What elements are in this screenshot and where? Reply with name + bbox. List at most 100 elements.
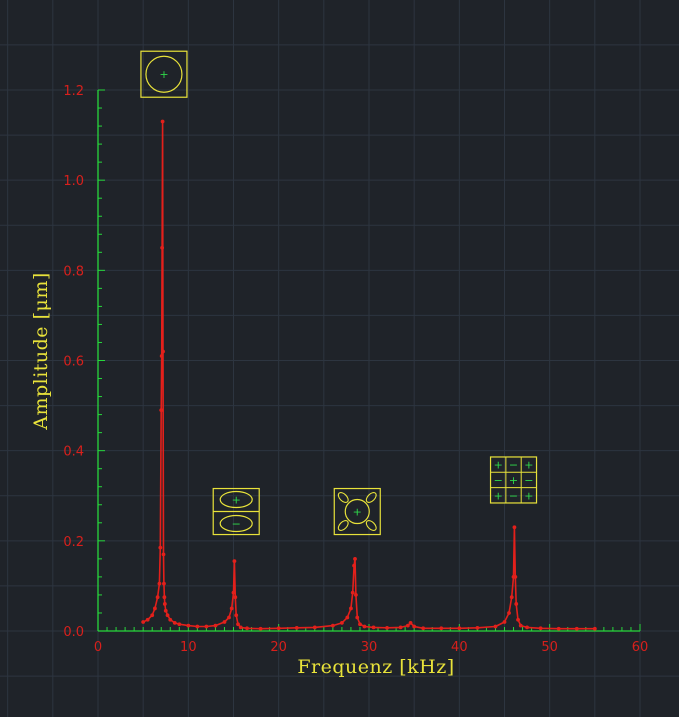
- y-tick-label: 0.4: [63, 445, 84, 460]
- chart-axes: 0 10 20 30 40 50 60 0.0 0.2 0.4 0.6 0.8 1.0 1.2: [63, 84, 648, 655]
- y-tick-label: 0.2: [63, 535, 84, 550]
- data-point: [345, 615, 350, 620]
- data-point: [195, 624, 200, 629]
- icon-frame: [140, 50, 188, 98]
- icon-sign: +: [494, 459, 503, 472]
- data-series: [141, 119, 597, 631]
- data-point: [385, 625, 389, 630]
- data-point: [204, 624, 209, 629]
- data-point: [352, 563, 356, 568]
- data-point: [150, 613, 155, 618]
- data-point: [421, 626, 426, 631]
- icon-lobe: [365, 492, 377, 503]
- data-point: [172, 620, 177, 625]
- data-point: [222, 620, 227, 624]
- data-point: [516, 617, 520, 622]
- data-point: [525, 625, 529, 630]
- data-point: [358, 622, 362, 627]
- mode-4-icon: + − +− + −+ − +: [489, 456, 538, 504]
- y-tick-label: 0.8: [63, 264, 84, 279]
- data-point: [340, 620, 344, 625]
- mode-icons: ++−++ − +− + −+ − +: [140, 50, 538, 536]
- icon-sign: +: [494, 489, 503, 502]
- data-point: [157, 581, 162, 586]
- data-point: [165, 613, 170, 618]
- data-point: [153, 606, 157, 611]
- data-point: [162, 602, 167, 606]
- data-point: [232, 559, 237, 564]
- x-tick-label: 60: [632, 640, 649, 655]
- mode-1-icon: +: [140, 50, 188, 98]
- icon-sign: +: [524, 489, 533, 502]
- icon-sign: +: [524, 459, 533, 472]
- icon-frame: [489, 456, 538, 504]
- icon-sign: −: [509, 489, 518, 502]
- icon-lobe: [337, 520, 349, 531]
- data-point: [161, 552, 166, 557]
- data-point: [439, 626, 444, 631]
- y-axis-title: Amplitude [μm]: [30, 272, 52, 431]
- data-point: [159, 354, 164, 358]
- data-point: [457, 626, 462, 631]
- x-tick-label: 40: [451, 640, 468, 655]
- icon-sign: −: [524, 474, 533, 487]
- mode-2-icon: +−: [212, 487, 260, 536]
- data-point: [276, 626, 281, 631]
- data-point: [556, 626, 561, 631]
- data-point: [160, 119, 165, 124]
- data-point: [245, 626, 249, 631]
- icon-sign: +: [509, 474, 518, 487]
- data-point: [258, 626, 263, 631]
- y-tick-label: 1.2: [63, 84, 84, 99]
- data-point: [353, 556, 357, 561]
- data-point: [362, 624, 367, 629]
- data-point: [163, 608, 168, 613]
- data-point: [592, 626, 597, 631]
- icon-sign: −: [232, 518, 241, 531]
- icon-ellipse: [219, 514, 253, 533]
- data-point: [507, 611, 511, 615]
- data-point: [512, 525, 517, 530]
- x-tick-label: 50: [541, 640, 558, 655]
- data-point: [213, 623, 218, 628]
- data-point: [238, 625, 243, 630]
- icon-sign: −: [509, 459, 518, 472]
- data-point: [355, 615, 360, 620]
- data-point: [538, 626, 543, 631]
- data-point: [186, 623, 191, 628]
- data-point: [405, 623, 410, 628]
- x-axis-title: Frequenz [kHz]: [297, 656, 454, 678]
- icon-lobe: [365, 520, 377, 531]
- data-point: [294, 625, 299, 630]
- x-tick-label: 30: [361, 640, 378, 655]
- icon-sign: −: [494, 474, 503, 487]
- data-point: [145, 617, 150, 622]
- data-point: [312, 625, 317, 630]
- data-point: [518, 623, 523, 628]
- data-point: [354, 593, 358, 597]
- icon-circle: [344, 498, 370, 525]
- data-point: [234, 613, 239, 618]
- data-point: [236, 622, 240, 627]
- data-point: [502, 620, 507, 624]
- data-point: [514, 602, 519, 606]
- data-point: [162, 595, 167, 600]
- icon-sign: +: [159, 68, 168, 81]
- icon-sign: +: [353, 506, 362, 519]
- data-point: [159, 408, 164, 412]
- data-point: [398, 625, 403, 630]
- icon-frame: [333, 487, 381, 536]
- x-tick-label: 20: [270, 640, 287, 655]
- y-tick-label: 1.0: [63, 174, 84, 189]
- data-point: [231, 590, 236, 595]
- data-point: [475, 625, 480, 630]
- data-point: [177, 622, 182, 627]
- data-point: [408, 620, 413, 625]
- data-point: [233, 595, 238, 600]
- data-point: [158, 545, 163, 550]
- y-tick-label: 0.0: [63, 625, 84, 640]
- data-point: [412, 624, 417, 629]
- data-point: [160, 245, 165, 250]
